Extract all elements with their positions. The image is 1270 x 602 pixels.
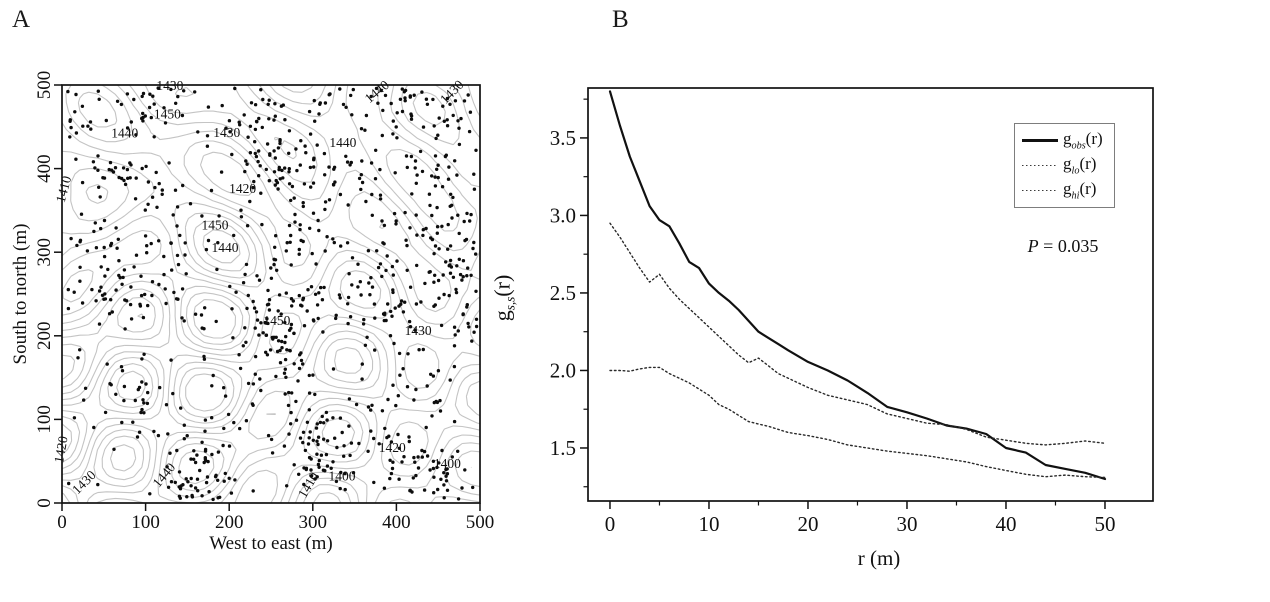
x-tick-label: 400 bbox=[382, 512, 411, 533]
contour-label: 1440 bbox=[362, 77, 393, 106]
contour-label: 1440 bbox=[149, 460, 178, 491]
y-tick-label: 2.5 bbox=[550, 281, 576, 305]
contour-label: 1400 bbox=[329, 468, 356, 483]
y-axis-title-base: g bbox=[489, 310, 515, 322]
plot-frame bbox=[61, 84, 481, 504]
y-tick-label: 300 bbox=[34, 238, 55, 267]
legend-label-hi-suffix: (r) bbox=[1079, 179, 1097, 199]
contour-label: 1440 bbox=[212, 240, 239, 255]
contour-lines bbox=[61, 84, 481, 504]
y-tick-label: 3.5 bbox=[550, 126, 576, 150]
y-tick-label: 1.5 bbox=[550, 436, 576, 460]
y-axis-title-panel-b: gs,s(r) bbox=[489, 275, 518, 322]
legend-label-lo-suffix: (r) bbox=[1079, 154, 1097, 174]
x-tick-label: 300 bbox=[299, 512, 328, 533]
y-tick-label: 100 bbox=[34, 405, 55, 434]
x-tick-label: 200 bbox=[215, 512, 244, 533]
contour-label: 1450 bbox=[154, 106, 181, 121]
legend-label-obs-sub: obs bbox=[1071, 140, 1086, 152]
x-axis-title-panel-a: West to east (m) bbox=[209, 533, 333, 554]
series-g_lo(r) bbox=[609, 366, 1106, 479]
contour-label: 1420 bbox=[51, 435, 71, 464]
legend-line-sample-lo bbox=[1022, 164, 1058, 167]
contour-label: 1430 bbox=[405, 323, 432, 338]
contour-label: 1420 bbox=[379, 440, 406, 455]
legend-label-obs-suffix: (r) bbox=[1085, 129, 1103, 149]
p-value-number: = 0.035 bbox=[1038, 236, 1099, 256]
contour-label: 1440 bbox=[111, 126, 138, 141]
plot-frame bbox=[587, 87, 1154, 502]
panel-a-plot: 1430 1450 1440 1430 1440 1430 1440 1420 1410 1450… bbox=[34, 71, 495, 533]
contour-label: 1430 bbox=[213, 125, 240, 140]
legend-label-obs: gobs(r) bbox=[1063, 129, 1103, 151]
legend-row-obs: gobs(r) bbox=[1022, 129, 1110, 152]
legend-label-obs-base: g bbox=[1063, 129, 1072, 149]
legend-row-lo: glo(r) bbox=[1022, 154, 1110, 177]
panel-a-label: A bbox=[12, 6, 31, 33]
y-tick-label: 400 bbox=[34, 154, 55, 183]
p-value-annotation: P = 0.035 bbox=[1003, 236, 1123, 257]
legend-label-hi-sub: hi bbox=[1071, 190, 1080, 202]
x-tick-label: 20 bbox=[797, 512, 818, 536]
x-tick-label: 40 bbox=[995, 512, 1016, 536]
contour-label: 1450 bbox=[201, 218, 228, 233]
contour-label: 1420 bbox=[229, 181, 256, 196]
stem-points bbox=[66, 86, 479, 502]
y-axis-title-subscript: s,s bbox=[502, 296, 518, 311]
contour-label: 1400 bbox=[434, 456, 461, 471]
y-tick-label: 500 bbox=[34, 71, 55, 100]
contour-label: 1410 bbox=[53, 174, 75, 204]
x-tick-label: 30 bbox=[896, 512, 917, 536]
x-axis-title-panel-b: r (m) bbox=[857, 546, 901, 570]
legend-row-hi: ghi(r) bbox=[1022, 179, 1110, 202]
y-tick-label: 0 bbox=[34, 498, 55, 508]
y-tick-label: 3.0 bbox=[550, 203, 576, 227]
y-axis-title-panel-a: South to north (m) bbox=[10, 223, 31, 365]
legend-label-lo-sub: lo bbox=[1071, 165, 1080, 177]
legend-label-hi-base: g bbox=[1063, 179, 1072, 199]
x-tick-label: 50 bbox=[1094, 512, 1115, 536]
p-value-label: P bbox=[1027, 236, 1039, 256]
contour-label: 1440 bbox=[329, 135, 356, 150]
contour-label: 1430 bbox=[437, 77, 467, 107]
y-axis-title-suffix: (r) bbox=[489, 274, 515, 297]
x-tick-label: 10 bbox=[698, 512, 719, 536]
legend-label-lo-base: g bbox=[1063, 154, 1072, 174]
legend-line-sample-obs bbox=[1022, 139, 1058, 142]
series-g_hi(r) bbox=[609, 222, 1106, 446]
y-tick-label: 200 bbox=[34, 322, 55, 351]
panel-b-label: B bbox=[612, 6, 629, 33]
x-tick-label: 500 bbox=[466, 512, 495, 533]
legend-line-sample-hi bbox=[1022, 189, 1058, 192]
contour-label: 1450 bbox=[263, 313, 290, 328]
legend-label-lo: glo(r) bbox=[1063, 154, 1096, 176]
legend-label-hi: ghi(r) bbox=[1063, 179, 1096, 201]
panel-b-plot: 0 10 20 30 40 50 1.5 2.0 2.5 3.0 3.5 bbox=[550, 87, 1154, 536]
x-tick-label: 0 bbox=[605, 512, 616, 536]
legend: gobs(r) glo(r) ghi(r) bbox=[1014, 123, 1115, 208]
x-tick-label: 0 bbox=[57, 512, 67, 533]
y-tick-label: 2.0 bbox=[550, 358, 576, 382]
x-tick-label: 100 bbox=[131, 512, 160, 533]
